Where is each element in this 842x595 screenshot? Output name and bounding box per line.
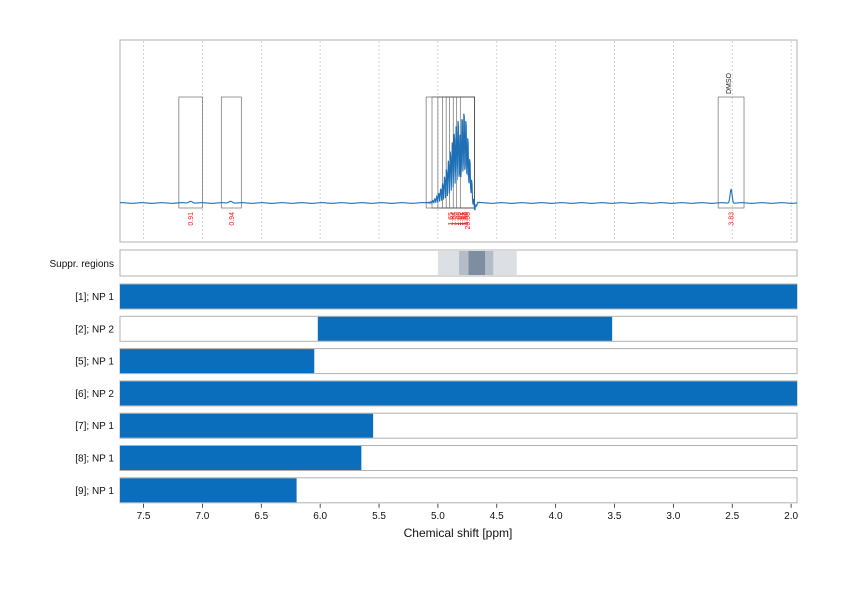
integration-regions: 0.91 0.94 1.651.641.591.661.621.511.521.60… — [178, 96, 745, 230]
annotation-label: DMSO — [726, 72, 733, 94]
integration-value: 3.83 — [729, 212, 736, 226]
row-label: [8]; NP 1 — [75, 454, 114, 465]
row-label: [2]; NP 2 — [75, 324, 114, 335]
integration-value: 20.06 — [465, 212, 472, 230]
x-tick-label: 4.5 — [490, 511, 504, 522]
integration-box — [220, 96, 242, 209]
np-range-bar — [120, 349, 315, 374]
x-tick-label: 7.0 — [195, 511, 209, 522]
integration-value: 1.52 — [461, 212, 468, 226]
integration-value: 0.94 — [229, 212, 236, 226]
np-range-bar — [317, 316, 613, 341]
x-tick-label: 3.5 — [608, 511, 622, 522]
x-axis: 7.5 7.0 6.5 6.0 5.5 5.0 4.5 4.0 3.5 3.0 2.5 2.0 — [137, 503, 798, 522]
integration-value: 1.62 — [458, 212, 465, 226]
integration-box — [178, 96, 203, 209]
x-tick-label: 3.0 — [666, 511, 680, 522]
x-axis-title: Chemical shift [ppm] — [404, 526, 513, 540]
integration-box — [717, 96, 745, 209]
x-tick-label: 4.0 — [549, 511, 563, 522]
x-tick-label: 2.0 — [784, 511, 798, 522]
row-label: [7]; NP 1 — [75, 421, 114, 432]
x-tick-label: 2.5 — [725, 511, 739, 522]
suppressed-region — [468, 251, 485, 275]
np-range-bar — [120, 381, 797, 406]
suppressed-region — [437, 251, 517, 275]
annotations: DMSO — [726, 72, 733, 94]
row-label: [5]; NP 1 — [75, 357, 114, 368]
integration-value: 1.65 — [448, 212, 455, 226]
integration-value: 1.51 — [460, 212, 467, 226]
integration-value: 0.91 — [188, 212, 195, 226]
np-range-bar — [120, 284, 797, 309]
integration-value: 1.59 — [454, 212, 461, 226]
spectrum-line — [119, 113, 798, 211]
suppressed-regions-frame — [119, 249, 798, 277]
integration-value: 1.64 — [451, 212, 458, 226]
row-label: [9]; NP 1 — [75, 486, 114, 497]
row-label: [1]; NP 1 — [75, 292, 114, 303]
np-range-bar — [120, 446, 362, 470]
row-label: [6]; NP 2 — [75, 389, 114, 400]
integration-value: 1.60 — [463, 212, 470, 226]
suppressed-regions-label: Suppr. regions — [50, 259, 115, 270]
x-tick-label: 5.5 — [372, 511, 386, 522]
x-tick-label: 6.5 — [254, 511, 268, 522]
np-range-bar — [120, 478, 297, 503]
x-tick-label: 6.0 — [313, 511, 327, 522]
x-tick-label: 7.5 — [137, 511, 151, 522]
np-range-bar — [120, 413, 374, 438]
np-rows: [1]; NP 1 [2]; NP 2 [5]; NP 1 [6]; NP 2 [7];… — [75, 283, 798, 504]
integration-value: 1.66 — [456, 212, 463, 226]
suppressed-region — [459, 251, 494, 275]
suppressed-regions-track — [437, 251, 517, 275]
x-tick-label: 5.0 — [431, 511, 445, 522]
